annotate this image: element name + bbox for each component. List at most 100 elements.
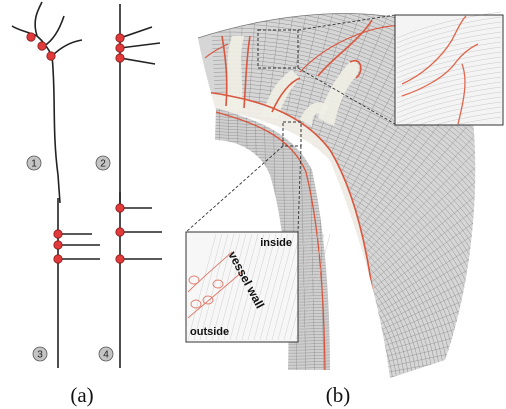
mesh-line — [215, 204, 330, 210]
branch-line — [119, 26, 153, 39]
mesh-line — [215, 189, 330, 195]
junction-node — [46, 51, 56, 61]
number-badge — [98, 346, 114, 362]
mesh-line — [193, 233, 223, 341]
mesh-line — [396, 16, 502, 44]
mesh-line — [210, 19, 476, 378]
mesh-line — [200, 376, 340, 380]
mesh-line — [396, 106, 502, 134]
mesh-line — [396, 81, 502, 109]
mesh-line — [235, 233, 265, 341]
mesh-line — [396, 116, 502, 144]
mesh-line — [277, 233, 307, 341]
mesh-line — [215, 369, 330, 370]
inset-top-right — [394, 11, 504, 144]
mesh-line — [396, 96, 502, 124]
number-badge — [26, 155, 42, 171]
mesh-line — [241, 233, 271, 341]
configuration-number: 4 — [103, 350, 109, 361]
mesh-line — [211, 31, 476, 378]
mesh-line — [211, 35, 476, 378]
mesh-line — [212, 51, 476, 378]
junction-node — [115, 203, 125, 213]
mesh-line — [200, 373, 340, 377]
mesh-line — [214, 87, 476, 378]
zoom-connector — [185, 145, 284, 233]
mesh-line — [214, 91, 476, 378]
mesh-line — [215, 111, 476, 378]
mesh-line — [396, 91, 502, 119]
mesh-line — [212, 59, 476, 378]
mesh-line — [396, 31, 502, 59]
mesh-line — [396, 86, 502, 114]
branch-line — [119, 57, 156, 65]
mesh-line — [213, 63, 476, 378]
mesh-line — [210, 13, 476, 378]
zoom-region-wall — [282, 121, 302, 147]
mesh-line — [265, 233, 295, 341]
mesh-line — [253, 233, 283, 341]
mesh-line — [187, 233, 217, 341]
inset-vessel-wall: inside outside vessel wall — [185, 231, 331, 343]
mesh-line — [213, 71, 476, 378]
mesh-line — [210, 13, 476, 378]
panel-a: 1 2 3 — [11, 1, 162, 407]
mesh-line — [200, 379, 340, 383]
zoom-connector — [297, 145, 302, 233]
mesh-line — [215, 180, 330, 186]
mesh-line — [211, 233, 241, 341]
junction-node — [115, 227, 125, 237]
junction-node — [26, 32, 36, 42]
mesh-line — [213, 75, 476, 378]
mesh-line — [223, 233, 253, 341]
junction-node — [115, 43, 125, 53]
branch-trunk — [51, 55, 61, 204]
mesh-line — [396, 11, 502, 39]
mesh-line — [215, 201, 330, 207]
mesh-line — [213, 79, 476, 378]
mesh-line — [212, 47, 476, 378]
mesh-line — [214, 95, 476, 378]
mesh-line — [229, 233, 259, 341]
junction-node — [53, 229, 63, 239]
mesh-line — [396, 36, 502, 64]
mesh-line — [215, 195, 330, 201]
configuration-2: 2 — [95, 4, 161, 205]
branch-line — [51, 39, 83, 57]
zoom-region-top — [257, 29, 299, 69]
number-badge — [95, 155, 111, 171]
number-badge — [32, 346, 48, 362]
branch-band — [318, 61, 359, 126]
mesh-line — [211, 27, 476, 378]
junction-node — [115, 53, 125, 63]
zoom-connector — [297, 67, 396, 125]
mesh-line — [210, 15, 476, 378]
configuration-number: 3 — [37, 350, 43, 361]
mesh-line — [396, 101, 502, 129]
configuration-number: 1 — [31, 159, 37, 170]
mesh-line — [217, 233, 247, 341]
mesh-line — [211, 39, 476, 378]
mesh-outline — [197, 13, 411, 39]
outside-label: outside — [190, 326, 229, 338]
junction-node — [53, 254, 63, 264]
mesh-line — [215, 177, 330, 183]
mesh-line — [210, 13, 476, 378]
panel-a-caption: (a) — [70, 383, 93, 407]
mesh-line — [289, 233, 319, 341]
mesh-line — [259, 233, 289, 341]
mesh-line — [396, 41, 502, 69]
mesh-line — [396, 111, 502, 139]
mesh-line — [211, 23, 476, 378]
branch-line — [34, 1, 43, 37]
mesh-line — [214, 83, 476, 378]
mesh-line — [213, 67, 476, 378]
junction-node — [115, 254, 125, 264]
mesh-line — [215, 183, 330, 189]
configuration-number: 2 — [100, 159, 106, 170]
mesh-line — [290, 395, 506, 400]
mesh-line — [205, 233, 235, 341]
panel-b-caption: (b) — [326, 383, 351, 407]
mesh-line — [247, 233, 277, 341]
zoom-connector — [297, 14, 396, 31]
